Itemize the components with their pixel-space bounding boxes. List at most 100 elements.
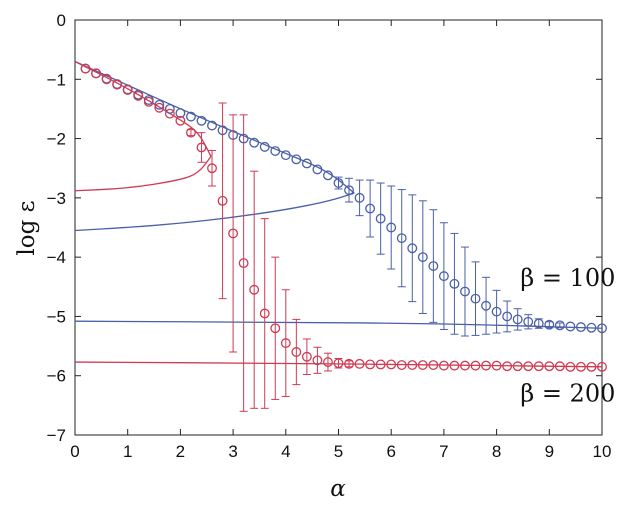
- y-tick-label: −7: [47, 426, 66, 445]
- data-point: [386, 359, 397, 370]
- x-tick-label: 5: [334, 442, 343, 461]
- data-point: [460, 286, 470, 297]
- data-point: [249, 284, 260, 295]
- data-point: [512, 361, 523, 372]
- data-point: [575, 361, 586, 372]
- data-point: [375, 359, 386, 370]
- beta-annotation: β = 200: [520, 380, 615, 408]
- data-point: [491, 306, 502, 317]
- data-point: [502, 361, 513, 372]
- theory-curve: [74, 361, 603, 368]
- data-point: [512, 314, 523, 325]
- data-point: [249, 137, 260, 148]
- data-point: [597, 361, 607, 372]
- data-point: [80, 63, 91, 74]
- theory-curve: [74, 155, 212, 192]
- x-tick-label: 9: [545, 442, 554, 461]
- data-point: [502, 311, 513, 322]
- data-point: [122, 85, 133, 95]
- x-tick-label: 0: [70, 442, 79, 461]
- data-point: [428, 360, 439, 370]
- data-point: [428, 261, 439, 271]
- data-point: [301, 351, 312, 362]
- x-tick-label: 3: [228, 442, 237, 461]
- data-point: [301, 158, 312, 169]
- data-point: [449, 278, 460, 289]
- data-point: [438, 271, 449, 282]
- data-point: [154, 99, 165, 110]
- data-point: [344, 185, 354, 196]
- data-point: [280, 150, 291, 161]
- data-point: [280, 338, 291, 349]
- data-point: [470, 360, 481, 371]
- data-point: [323, 357, 333, 368]
- data-point: [481, 360, 492, 371]
- y-tick-label: −1: [47, 70, 66, 89]
- data-point: [259, 141, 270, 152]
- y-tick-label: 0: [57, 11, 66, 30]
- data-point: [333, 178, 344, 188]
- data-point: [185, 127, 196, 138]
- beta-annotation: β = 100: [520, 264, 615, 292]
- data-point: [544, 319, 555, 330]
- data-point: [196, 142, 207, 153]
- data-point: [375, 213, 386, 224]
- y-tick-label: −6: [47, 367, 66, 386]
- theory-curve: [74, 60, 212, 157]
- data-point: [575, 322, 586, 333]
- y-tick-label: −4: [47, 248, 66, 267]
- data-point: [259, 308, 270, 319]
- data-point: [396, 360, 407, 370]
- data-point: [386, 222, 397, 233]
- y-axis-label: log ε: [14, 200, 40, 255]
- data-point: [101, 74, 112, 85]
- data-point: [533, 318, 544, 329]
- plot-frame: [74, 19, 603, 436]
- data-point: [544, 361, 555, 372]
- data-point: [175, 115, 186, 126]
- data-point: [417, 252, 428, 263]
- data-point: [164, 108, 175, 119]
- data-point: [270, 323, 281, 334]
- theory-curve: [74, 192, 355, 232]
- data-point: [407, 360, 418, 370]
- data-point: [365, 203, 376, 214]
- data-point: [270, 146, 281, 156]
- y-tick-label: −5: [47, 307, 66, 326]
- data-point: [586, 322, 597, 333]
- x-tick-label: 1: [123, 442, 132, 461]
- data-point: [481, 300, 492, 311]
- data-point: [143, 96, 154, 107]
- data-point: [354, 192, 365, 203]
- data-point: [333, 358, 344, 369]
- data-point: [523, 361, 534, 372]
- data-point: [217, 195, 228, 206]
- data-point: [91, 68, 102, 79]
- data-point: [565, 321, 576, 332]
- data-point: [523, 316, 534, 327]
- data-point: [175, 108, 186, 119]
- data-point: [417, 360, 428, 370]
- data-point: [407, 243, 418, 254]
- x-tick-label: 4: [281, 442, 290, 461]
- data-point: [554, 361, 565, 372]
- x-tick-label: 10: [593, 442, 612, 461]
- x-tick-label: 2: [176, 442, 185, 461]
- theory-curve: [74, 320, 603, 329]
- data-point: [196, 115, 207, 126]
- data-point: [228, 228, 239, 239]
- data-point: [533, 361, 544, 372]
- data-point: [344, 358, 354, 369]
- data-point: [164, 103, 175, 114]
- data-point: [312, 355, 323, 366]
- data-point: [217, 125, 228, 136]
- x-tick-label: 7: [439, 442, 448, 461]
- data-point: [323, 170, 333, 181]
- y-tick-label: −2: [47, 130, 66, 149]
- data-point: [112, 79, 123, 90]
- data-point: [291, 347, 302, 357]
- data-point: [438, 360, 449, 371]
- x-tick-label: 8: [492, 442, 501, 461]
- x-axis-label: α: [330, 476, 346, 502]
